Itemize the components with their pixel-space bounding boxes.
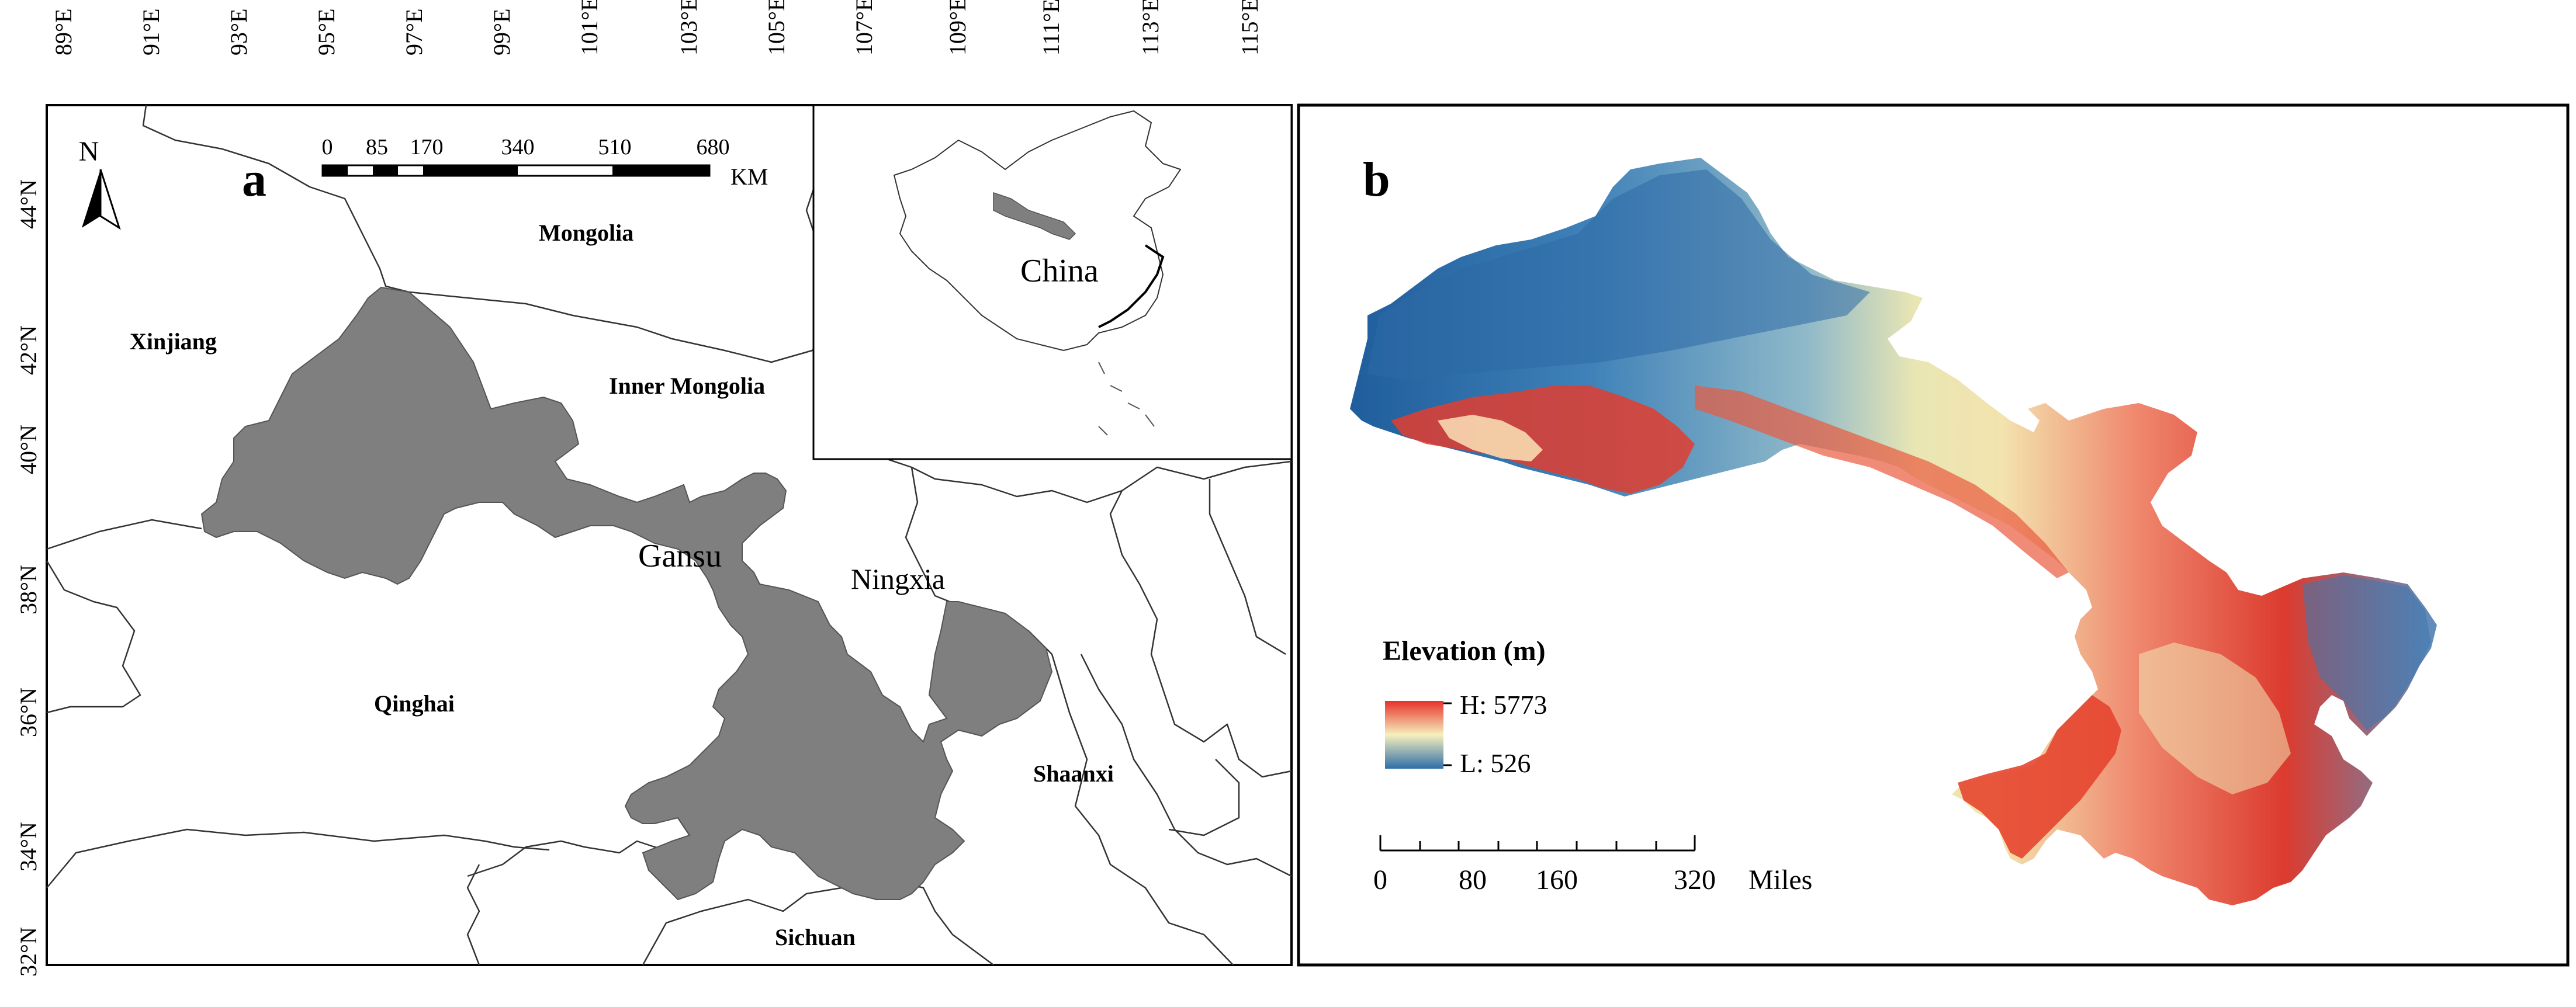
dem-north-low bbox=[1367, 169, 1870, 380]
lon-label: 115°E bbox=[1237, 0, 1263, 55]
dem-east-low bbox=[2303, 575, 2431, 730]
miles-scalebar bbox=[1379, 835, 1696, 852]
label-mongolia: Mongolia bbox=[539, 220, 633, 246]
miles-tick: 0 bbox=[1373, 864, 1387, 895]
lon-label: 105°E bbox=[763, 0, 790, 55]
lon-label: 95°E bbox=[313, 9, 340, 55]
lon-label: 103°E bbox=[676, 0, 702, 55]
label-sichuan: Sichuan bbox=[775, 924, 856, 950]
lat-label: 32°N bbox=[15, 927, 41, 977]
lat-label: 38°N bbox=[15, 565, 41, 614]
lon-labels: 89°E 91°E 93°E 95°E 97°E 99°E 101°E 103°… bbox=[50, 0, 1263, 55]
label-gansu: Gansu bbox=[638, 538, 722, 574]
miles-tick: 320 bbox=[1674, 864, 1716, 895]
lat-label: 42°N bbox=[15, 325, 41, 375]
lon-label: 101°E bbox=[576, 0, 603, 55]
gansu-province bbox=[200, 286, 1053, 901]
panel-b: b Elevation (m) H: 5773 L: 526 bbox=[1297, 103, 2570, 967]
panel-b-frame bbox=[1297, 103, 2570, 967]
panel-letter-a: a bbox=[242, 152, 266, 207]
lat-label: 44°N bbox=[15, 179, 41, 229]
lat-label: 36°N bbox=[15, 687, 41, 737]
km-tick: 170 bbox=[410, 135, 444, 159]
lon-label: 89°E bbox=[50, 9, 77, 55]
dem-southwest-high bbox=[1958, 695, 2121, 859]
legend-colorbar bbox=[1385, 701, 1443, 769]
legend-high: H: 5773 bbox=[1460, 690, 1547, 720]
dem-highland-qilian bbox=[1391, 386, 1695, 494]
km-unit: KM bbox=[730, 164, 768, 190]
lon-label: 97°E bbox=[401, 9, 427, 55]
label-inner-mongolia: Inner Mongolia bbox=[609, 373, 765, 399]
km-tick: 0 bbox=[322, 135, 333, 159]
china-outline bbox=[893, 110, 1182, 352]
lon-label: 107°E bbox=[851, 0, 877, 55]
lon-label: 93°E bbox=[226, 9, 252, 55]
panel-letter-b: b bbox=[1363, 152, 1390, 207]
lon-label: 109°E bbox=[944, 0, 971, 55]
lon-label: 99°E bbox=[489, 9, 515, 55]
miles-tick: 160 bbox=[1536, 864, 1578, 895]
dem-east-mid bbox=[2139, 643, 2291, 794]
legend-low: L: 526 bbox=[1460, 748, 1531, 778]
legend-title: Elevation (m) bbox=[1383, 636, 1546, 666]
miles-tick: 80 bbox=[1459, 864, 1487, 895]
lat-label: 34°N bbox=[15, 822, 41, 871]
label-xinjiang: Xinjiang bbox=[130, 328, 217, 355]
miles-scalebar-labels: 0 80 160 320 Miles bbox=[1373, 864, 1812, 895]
lat-labels: 44°N 42°N 40°N 38°N 36°N 34°N 32°N bbox=[15, 179, 41, 977]
panel-a: 89°E 91°E 93°E 95°E 97°E 99°E 101°E 103°… bbox=[15, 0, 1293, 977]
km-tick: 510 bbox=[598, 135, 632, 159]
coastline bbox=[1098, 244, 1165, 328]
lat-label: 40°N bbox=[15, 425, 41, 474]
elevation-legend: Elevation (m) H: 5773 L: 526 bbox=[1383, 636, 1547, 778]
dem-highland-light bbox=[1438, 415, 1543, 461]
dem-ridge bbox=[1695, 386, 2069, 578]
lon-label: 91°E bbox=[138, 9, 164, 55]
north-arrow: N bbox=[79, 136, 121, 230]
gansu-in-inset bbox=[993, 192, 1076, 240]
label-china: China bbox=[1020, 253, 1099, 289]
km-scalebar: 0 85 170 340 510 680 KM bbox=[321, 135, 768, 190]
lon-label: 113°E bbox=[1137, 0, 1164, 55]
north-label: N bbox=[79, 136, 99, 167]
china-inset: China bbox=[812, 104, 1293, 460]
label-shaanxi: Shaanxi bbox=[1033, 761, 1114, 787]
km-tick: 85 bbox=[366, 135, 388, 159]
label-qinghai: Qinghai bbox=[374, 690, 455, 717]
south-sea-islands bbox=[1098, 362, 1155, 436]
lon-label: 111°E bbox=[1038, 0, 1064, 55]
label-ningxia: Ningxia bbox=[851, 562, 945, 595]
miles-unit: Miles bbox=[1749, 864, 1812, 895]
km-tick: 680 bbox=[697, 135, 730, 159]
km-tick: 340 bbox=[501, 135, 535, 159]
